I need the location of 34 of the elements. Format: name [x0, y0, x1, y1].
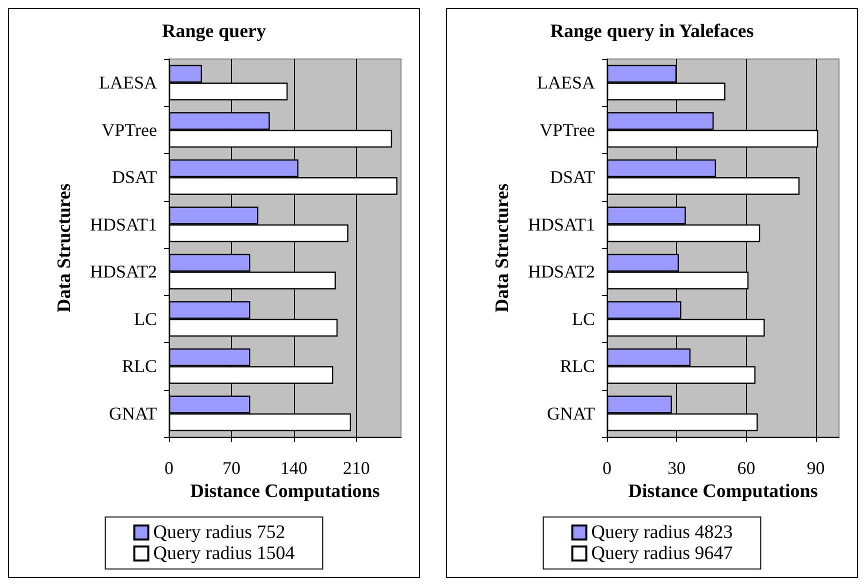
y-tick-label: DSAT: [550, 167, 595, 188]
x-axis-title: Distance Computations: [628, 480, 818, 502]
y-tick-label: HDSAT2: [90, 262, 157, 282]
y-tick-label: DSAT: [112, 167, 157, 188]
y-tick-label: LC: [572, 308, 595, 329]
x-tick-label: 140: [280, 458, 308, 478]
y-tick-label: HDSAT2: [528, 262, 595, 282]
legend-label: Query radius 1504: [153, 543, 296, 564]
x-axis-title: Distance Computations: [190, 480, 380, 502]
y-tick-label: GNAT: [547, 403, 595, 424]
y-tick-label: VPTree: [102, 120, 157, 140]
x-tick-label: 210: [342, 458, 370, 478]
y-axis-title: Data Structures: [492, 184, 513, 312]
y-axis-title: Data Structures: [54, 184, 75, 312]
x-tick-label: 0: [602, 458, 612, 478]
y-tick-label: RLC: [122, 356, 157, 376]
y-tick-label: HDSAT1: [528, 214, 595, 234]
x-tick-label: 30: [668, 458, 686, 478]
legend-label: Query radius 4823: [591, 522, 733, 543]
x-tick-label: 60: [737, 458, 756, 478]
y-tick-label: VPTree: [540, 120, 595, 140]
x-tick-label: 70: [222, 458, 240, 478]
y-tick-label: LAESA: [537, 72, 595, 93]
x-tick-label: 0: [164, 458, 174, 478]
chart-title: Range query: [162, 21, 266, 42]
y-tick-label: GNAT: [109, 403, 157, 424]
y-tick-label: HDSAT1: [90, 214, 157, 234]
legend-label: Query radius 752: [153, 522, 286, 543]
legend-label: Query radius 9647: [591, 543, 733, 564]
y-tick-label: LAESA: [99, 72, 157, 93]
y-tick-label: RLC: [560, 356, 595, 376]
chart-title: Range query in Yalefaces: [550, 21, 754, 42]
y-tick-label: LC: [134, 308, 157, 329]
x-tick-label: 90: [806, 458, 825, 478]
